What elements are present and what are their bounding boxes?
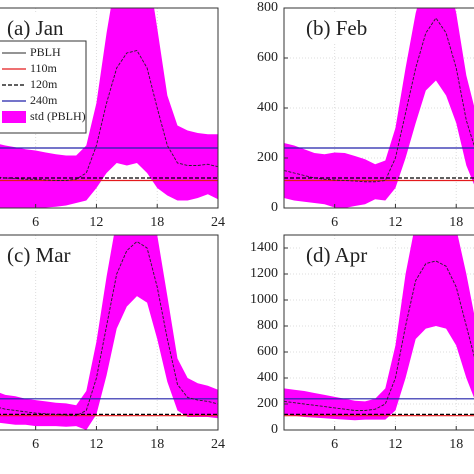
panel-title: (d) Apr — [306, 243, 367, 267]
plot-area — [0, 8, 218, 208]
x-tick-label: 6 — [32, 437, 39, 452]
x-tick-label: 24 — [211, 437, 225, 452]
y-tick-label: 400 — [257, 100, 278, 115]
plot-area — [284, 8, 474, 208]
std-band — [284, 235, 474, 421]
x-tick-label: 12 — [388, 215, 402, 230]
y-tick-label: 200 — [257, 150, 278, 165]
y-tick-label: 1000 — [250, 292, 278, 307]
y-tick-label: 600 — [257, 50, 278, 65]
y-tick-label: 800 — [257, 0, 278, 15]
title-bg — [2, 240, 78, 270]
y-tick-label: 400 — [257, 370, 278, 385]
panel: 61218240200400600800(b) Feb — [257, 0, 474, 230]
x-tick-label: 18 — [150, 215, 164, 230]
y-tick-label: 600 — [257, 344, 278, 359]
panel-title: (b) Feb — [306, 16, 367, 40]
std-band — [0, 8, 218, 208]
legend-label: std (PBLH) — [30, 109, 86, 123]
y-tick-label: 200 — [257, 396, 278, 411]
pblh-line — [0, 240, 218, 417]
plot-area — [0, 235, 218, 430]
pblh-line — [0, 49, 218, 181]
panel-title: (a) Jan — [7, 16, 64, 40]
title-bg — [2, 13, 78, 43]
y-tick-label: 800 — [257, 318, 278, 333]
plot-area — [284, 235, 474, 430]
axes-frame — [0, 234, 219, 431]
x-tick-label: 6 — [331, 437, 338, 452]
std-band — [284, 8, 474, 208]
pblh-line — [284, 260, 474, 411]
legend-swatch — [2, 111, 26, 123]
x-tick-label: 18 — [449, 437, 463, 452]
legend-label: 120m — [30, 77, 58, 91]
y-tick-label: 0 — [271, 200, 278, 215]
legend-label: 240m — [30, 93, 58, 107]
y-tick-label: 1400 — [250, 240, 278, 255]
x-tick-label: 12 — [89, 437, 103, 452]
legend-label: 110m — [30, 61, 58, 75]
axes-frame — [0, 7, 219, 209]
x-tick-label: 18 — [150, 437, 164, 452]
legend-label: PBLH — [30, 45, 61, 59]
panel-title: (c) Mar — [7, 243, 71, 267]
x-tick-label: 18 — [449, 215, 463, 230]
y-tick-label: 0 — [271, 422, 278, 437]
x-tick-label: 6 — [331, 215, 338, 230]
panel: 6 12 18 24 (c) Mar — [0, 234, 225, 452]
x-tick-label: 12 — [89, 215, 103, 230]
axes-frame — [283, 234, 474, 431]
x-tick-label: 24 — [211, 215, 225, 230]
x-tick-label: 12 — [388, 437, 402, 452]
x-tick-label: 6 — [32, 215, 39, 230]
std-band — [0, 235, 218, 430]
title-bg — [301, 240, 377, 270]
pblh-line — [284, 17, 474, 183]
panel: 61218240200400600800100012001400(d) Apr — [250, 234, 474, 452]
y-tick-label: 1200 — [250, 266, 278, 281]
panel: 6 12 18 24 (a) Jan PBLH 110m 120m 240m std (PBLH) — [0, 7, 225, 230]
title-bg — [301, 13, 377, 43]
